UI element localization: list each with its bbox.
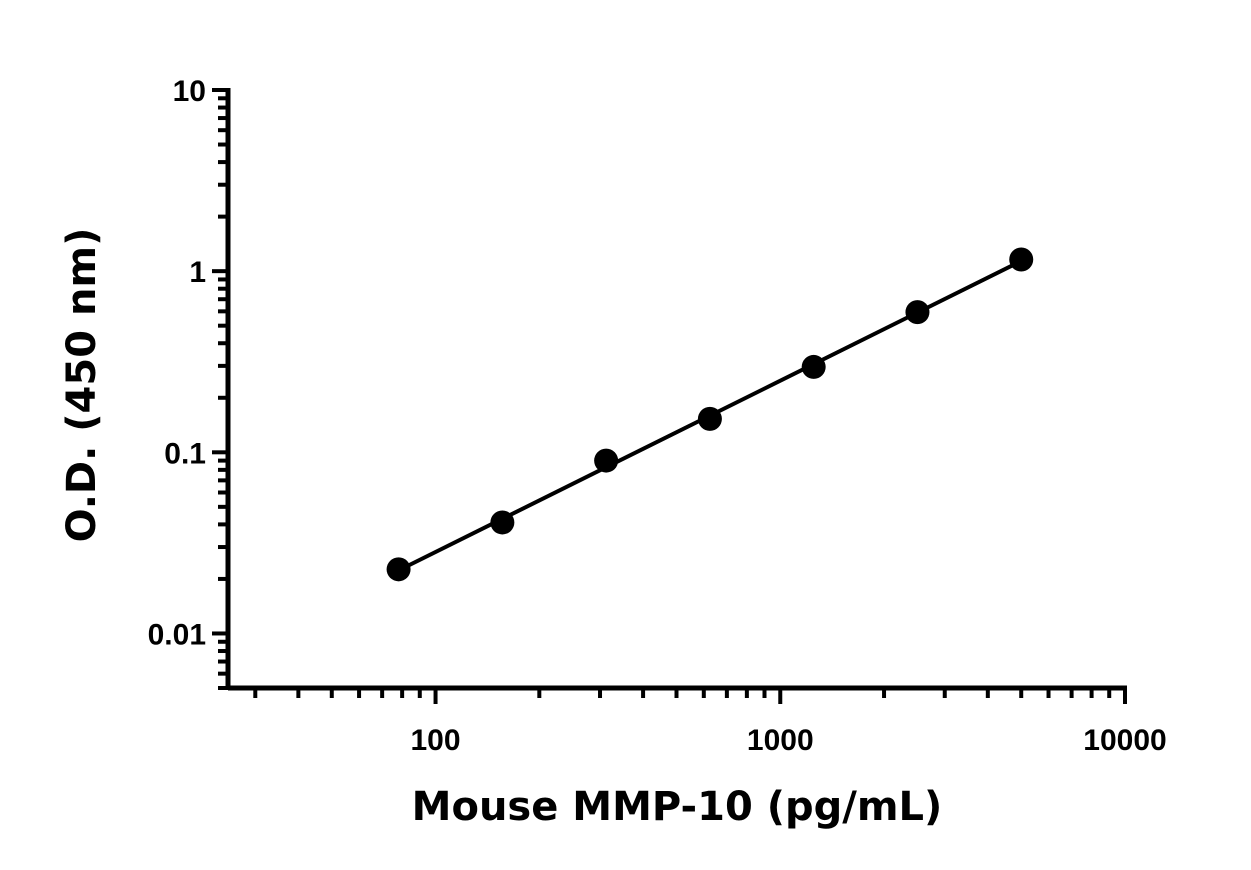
x-tick-label: 100	[411, 724, 461, 757]
data-point	[1009, 247, 1034, 272]
y-tick-label: 0.1	[164, 437, 206, 470]
x-axis-title: Mouse MMP-10 (pg/mL)	[412, 784, 943, 830]
y-axis-title: O.D. (450 nm)	[59, 228, 105, 543]
data-point	[490, 510, 515, 535]
axes: 100 1000 10000 0.01 0.1 1 10	[148, 75, 1167, 757]
data-point	[905, 300, 930, 325]
y-tick-label: 0.01	[148, 618, 206, 651]
x-tick-label: 1000	[747, 724, 814, 757]
y-tick-label: 10	[173, 75, 206, 108]
data-marks	[386, 247, 1034, 582]
data-point	[386, 557, 411, 582]
x-tick-label: 10000	[1083, 724, 1166, 757]
y-tick-label: 1	[189, 256, 206, 289]
data-point	[801, 354, 826, 379]
data-point	[594, 448, 619, 473]
data-point	[697, 406, 722, 431]
